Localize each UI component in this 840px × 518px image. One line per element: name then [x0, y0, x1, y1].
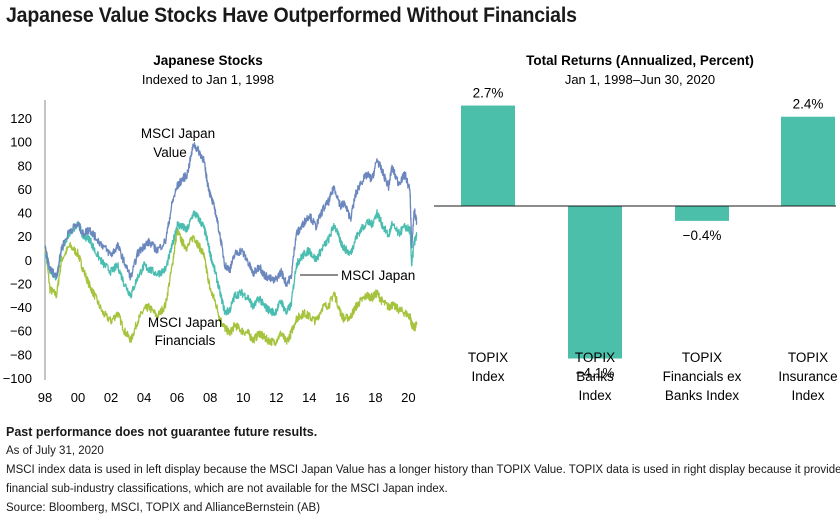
series-label-line: MSCI Japan — [148, 315, 222, 330]
bar-chart-subtitle: Jan 1, 1998–Jun 30, 2020 — [565, 72, 715, 87]
bar-category-label: Index — [578, 388, 611, 403]
line-chart-subtitle: Indexed to Jan 1, 1998 — [142, 72, 274, 87]
x-tick-label: 00 — [71, 390, 85, 405]
line-chart-series-labels: MSCI Japan Value MSCI Japan MSCI Japan Finan… — [141, 126, 415, 348]
note-line-2: financial sub-industry classifications, … — [6, 483, 448, 495]
x-tick-label: 12 — [269, 390, 283, 405]
y-tick-label: 40 — [18, 206, 32, 221]
x-tick-label: 14 — [302, 390, 316, 405]
series-line-msci-japan-value — [44, 142, 418, 288]
bar-category-label: Index — [791, 388, 824, 403]
bar-data-label: 2.7% — [473, 86, 504, 101]
bar-category-label: Banks Index — [665, 388, 740, 403]
bar-category-label: Financials ex — [663, 369, 742, 384]
line-chart-x-ticks: 98 00 02 04 06 08 10 12 14 16 18 20 — [38, 390, 416, 405]
as-of-date: As of July 31, 2020 — [6, 445, 104, 457]
y-tick-label: 0 — [25, 253, 32, 268]
y-tick-label: 100 — [10, 135, 32, 150]
bar-category-label: TOPIX — [468, 350, 508, 365]
series-label-line: Financials — [155, 333, 216, 348]
bar-category-label: TOPIX — [682, 350, 722, 365]
bar — [781, 116, 835, 206]
x-tick-label: 16 — [335, 390, 349, 405]
figure: Japanese Stocks Indexed to Jan 1, 1998 1… — [3, 53, 838, 405]
bar-category-label: Index — [471, 369, 504, 384]
x-tick-label: 02 — [104, 390, 118, 405]
series-label-line: MSCI Japan — [141, 126, 215, 141]
note-line-1: MSCI index data is used in left display … — [6, 464, 840, 476]
bar-category-label: Banks — [576, 369, 614, 384]
series-line-msci-japan — [44, 209, 418, 317]
series-label-line: Value — [153, 145, 187, 160]
bar-chart-title: Total Returns (Annualized, Percent) — [526, 53, 754, 68]
y-tick-label: −60 — [10, 324, 32, 339]
bar-chart-bars — [461, 105, 835, 359]
x-tick-label: 10 — [236, 390, 250, 405]
y-tick-label: −100 — [3, 371, 32, 386]
y-tick-label: 120 — [10, 111, 32, 126]
bar-category-label: TOPIX — [788, 350, 828, 365]
bar — [461, 105, 515, 206]
x-tick-label: 06 — [170, 390, 184, 405]
line-chart-y-ticks: 120 100 80 60 40 20 0 −20 −40 −60 −80 −100 — [3, 111, 32, 386]
bar-category-label: TOPIX — [575, 350, 615, 365]
source-note: Source: Bloomberg, MSCI, TOPIX and Allia… — [6, 502, 321, 514]
footnotes: Past performance does not guarantee futu… — [6, 423, 840, 518]
y-tick-label: 60 — [18, 182, 32, 197]
y-tick-label: 80 — [18, 158, 32, 173]
line-chart: Japanese Stocks Indexed to Jan 1, 1998 1… — [3, 53, 418, 405]
y-tick-label: −80 — [10, 347, 32, 362]
bar-chart: Total Returns (Annualized, Percent) Jan … — [434, 53, 838, 403]
x-tick-label: 04 — [137, 390, 151, 405]
y-tick-label: −20 — [10, 276, 32, 291]
x-tick-label: 98 — [38, 390, 52, 405]
line-chart-series — [44, 142, 418, 347]
line-chart-title: Japanese Stocks — [153, 53, 263, 68]
x-tick-label: 20 — [401, 390, 415, 405]
disclaimer: Past performance does not guarantee futu… — [6, 425, 318, 439]
series-label-line: MSCI Japan — [341, 268, 415, 283]
x-tick-label: 18 — [368, 390, 382, 405]
bar-data-label: −4.1% — [576, 366, 615, 381]
page-title: Japanese Value Stocks Have Outperformed … — [6, 4, 577, 27]
series-line-msci-japan-financials — [44, 227, 418, 347]
y-tick-label: −40 — [10, 300, 32, 315]
bar-data-label: 2.4% — [793, 97, 824, 112]
bar — [675, 206, 729, 221]
y-tick-label: 20 — [18, 229, 32, 244]
bar-data-label: −0.4% — [683, 228, 722, 243]
x-tick-label: 08 — [203, 390, 217, 405]
bar — [568, 206, 622, 359]
bar-category-label: Insurance — [778, 369, 837, 384]
